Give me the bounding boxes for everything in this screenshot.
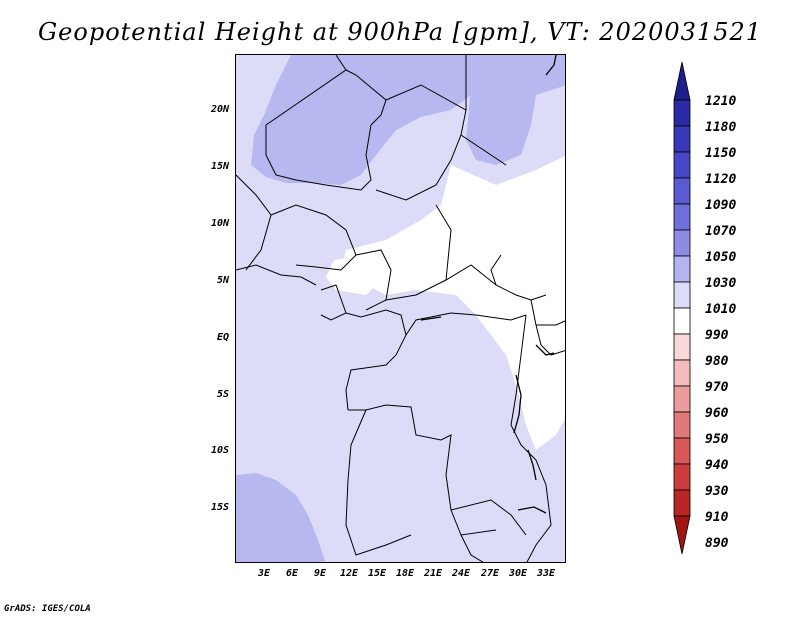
colorbar-label: 910 [705,510,729,525]
colorbar [673,61,691,555]
field-1030-band-south [236,473,326,562]
colorbar-label: 970 [705,380,729,395]
colorbar-segment [673,359,691,387]
lon-label-6e: 6E [285,568,299,579]
lat-label-10n: 10N [210,218,229,229]
colorbar-label: 890 [705,536,729,551]
colorbar-label: 1070 [705,224,737,239]
colorbar-label: 1120 [705,172,737,187]
colorbar-label: 960 [705,406,729,421]
colorbar-segment [673,463,691,491]
lat-label-5n: 5N [216,275,229,286]
lat-label-15s: 15S [210,502,229,513]
colorbar-label: 940 [705,458,729,473]
lon-label-3e: 3E [257,568,271,579]
lon-label-27e: 27E [480,568,500,579]
colorbar-segment [673,437,691,465]
lon-label-21e: 21E [423,568,443,579]
colorbar-segment [673,203,691,231]
lon-label-18e: 18E [395,568,415,579]
colorbar-label: 990 [705,328,729,343]
colorbar-label: 1150 [705,146,737,161]
colorbar-label: 950 [705,432,729,447]
lon-label-33e: 33E [536,568,556,579]
colorbar-segment [673,125,691,153]
colorbar-segment [673,229,691,257]
lat-label-20n: 20N [210,104,229,115]
colorbar-segment [673,151,691,179]
lat-label-15n: 15N [210,161,229,172]
colorbar-label: 980 [705,354,729,369]
lat-label-eq: EQ [216,332,229,343]
colorbar-label: 1030 [705,276,737,291]
lakes [420,55,557,514]
lon-label-24e: 24E [451,568,471,579]
colorbar-segment [673,385,691,413]
map-panel [235,54,566,563]
colorbar-segment [673,99,691,127]
colorbar-segment [673,307,691,335]
colorbar-label: 1180 [705,120,737,135]
field-990-band-west [326,253,386,295]
lon-label-30e: 30E [508,568,528,579]
country-borders [236,55,565,562]
colorbar-segment [673,411,691,439]
colorbar-label: 1210 [705,94,737,109]
colorbar-label: 1090 [705,198,737,213]
map-canvas [236,55,565,562]
colorbar-label: 930 [705,484,729,499]
field-990-band-central [341,155,565,450]
colorbar-segment [673,333,691,361]
footer-credit: GrADS: IGES/COLA [4,604,91,614]
colorbar-segment [673,281,691,309]
colorbar-segment [673,489,691,517]
colorbar-label: 1050 [705,250,737,265]
field-1030-band-sahara [251,55,476,185]
lat-label-10s: 10S [210,445,229,456]
colorbar-segment [673,61,691,101]
colorbar-label: 1010 [705,302,737,317]
colorbar-segment [673,177,691,205]
lon-label-15e: 15E [367,568,387,579]
field-1030-band-east [466,55,565,165]
chart-title: Geopotential Height at 900hPa [gpm], VT:… [38,18,762,46]
lon-label-9e: 9E [313,568,327,579]
colorbar-segment [673,255,691,283]
lat-label-5s: 5S [216,389,229,400]
colorbar-segment [673,515,691,555]
lon-label-12e: 12E [339,568,359,579]
